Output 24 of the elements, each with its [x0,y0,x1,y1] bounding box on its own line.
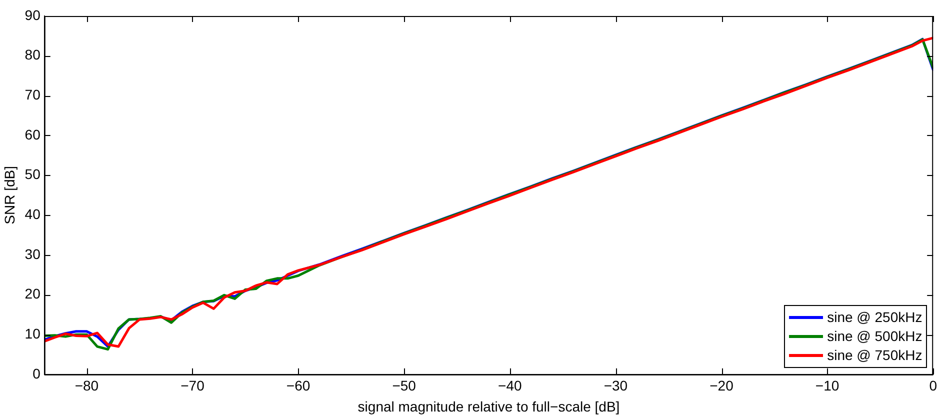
x-tick-label: −50 [392,378,416,394]
x-tick-label: −70 [180,378,205,394]
x-tick-label: −30 [604,378,628,394]
y-tick-label: 80 [24,46,41,63]
legend-label: sine @ 500kHz [827,327,922,346]
x-tick-label: −40 [498,378,522,394]
y-tick-label: 50 [24,166,41,182]
legend-label: sine @ 250kHz [827,308,922,328]
y-axis-title: SNR [dB] [1,166,18,224]
x-tick-label: −10 [815,378,840,394]
y-tick-label: 20 [24,286,41,302]
x-tick-label: −80 [74,378,99,394]
y-tick-label: 60 [24,126,41,142]
x-tick-label: 0 [929,378,938,394]
legend-label: sine @ 750kHz [827,346,922,366]
y-tick-label: 30 [24,246,41,262]
y-tick-label: 10 [24,325,41,342]
y-tick-label: 90 [24,6,41,23]
x-axis-title: signal magnitude relative to full−scale [dB] [358,398,620,414]
x-tick-label: −20 [710,378,734,394]
y-tick-label: 40 [24,206,41,222]
x-tick-label: −60 [286,378,310,394]
y-tick-label: 70 [24,86,41,103]
y-tick-label: 0 [32,365,41,382]
